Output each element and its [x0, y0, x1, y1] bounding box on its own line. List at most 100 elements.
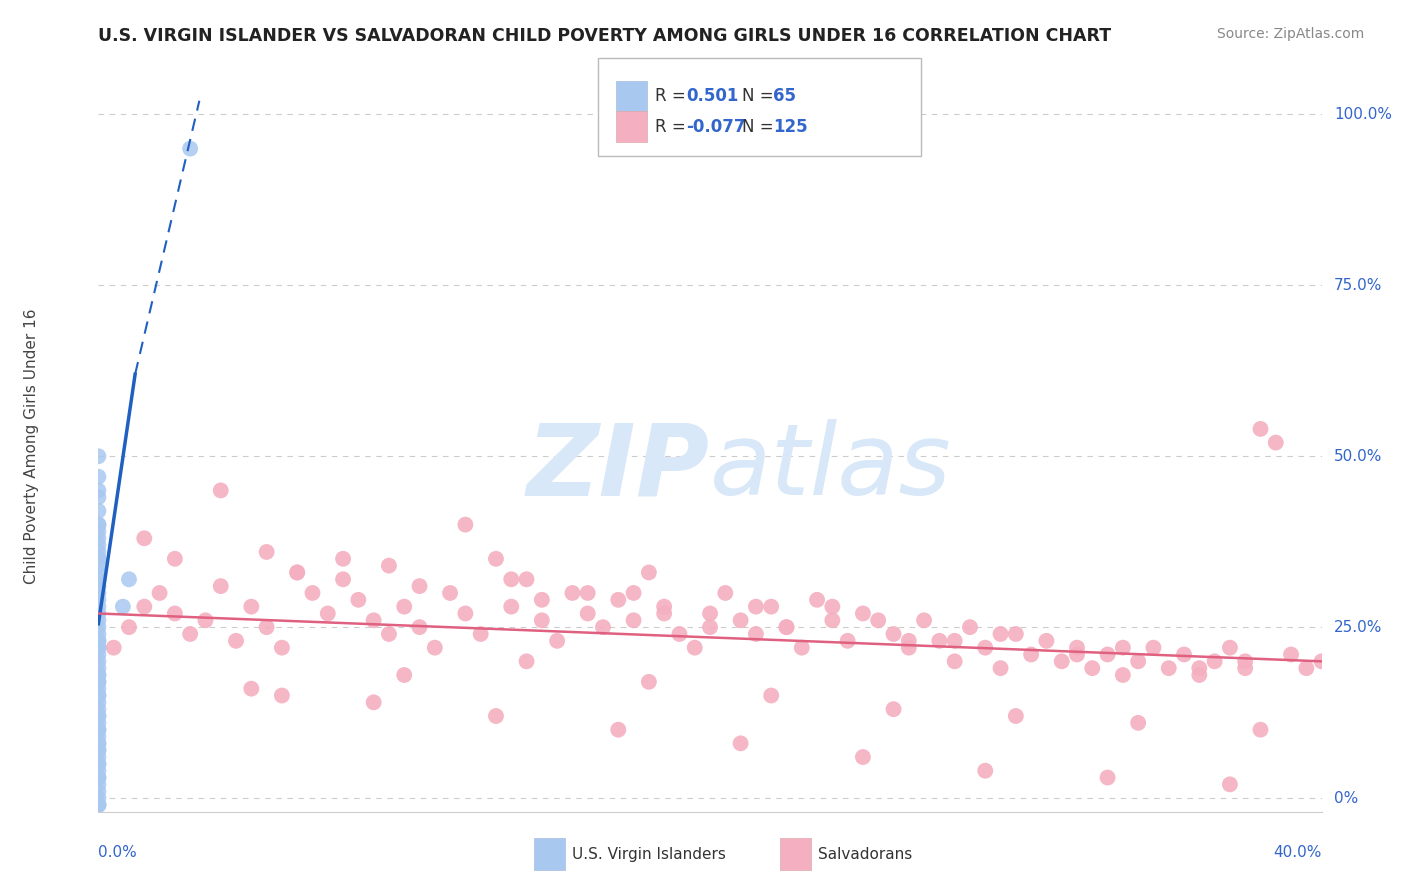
Text: U.S. VIRGIN ISLANDER VS SALVADORAN CHILD POVERTY AMONG GIRLS UNDER 16 CORRELATIO: U.S. VIRGIN ISLANDER VS SALVADORAN CHILD…: [98, 27, 1112, 45]
Point: [87, 640, 110, 655]
Point: [194, 613, 217, 627]
Point: [1249, 723, 1271, 737]
Point: [897, 633, 920, 648]
Point: [87, 490, 110, 504]
Point: [1066, 648, 1088, 662]
Point: [118, 620, 141, 634]
Text: Salvadorans: Salvadorans: [818, 847, 912, 862]
Point: [87, 607, 110, 621]
Point: [87, 579, 110, 593]
Text: 0.501: 0.501: [686, 87, 738, 105]
Point: [928, 633, 950, 648]
Point: [87, 572, 110, 586]
Point: [301, 586, 323, 600]
Point: [225, 633, 247, 648]
Point: [363, 695, 385, 709]
Point: [87, 797, 110, 812]
Point: [1295, 661, 1317, 675]
Point: [607, 592, 630, 607]
Point: [87, 613, 110, 627]
Point: [87, 517, 110, 532]
Text: Source: ZipAtlas.com: Source: ZipAtlas.com: [1216, 27, 1364, 41]
Point: [897, 640, 920, 655]
Point: [87, 483, 110, 498]
Point: [87, 709, 110, 723]
Point: [1112, 668, 1135, 682]
Text: ZIP: ZIP: [527, 419, 710, 516]
Point: [87, 723, 110, 737]
Point: [87, 504, 110, 518]
Point: [87, 449, 110, 463]
Point: [668, 627, 690, 641]
Point: [623, 586, 645, 600]
Point: [759, 599, 782, 614]
Point: [87, 668, 110, 682]
Point: [1081, 661, 1104, 675]
Point: [1173, 648, 1195, 662]
Point: [87, 648, 110, 662]
Point: [118, 572, 141, 586]
Point: [285, 566, 308, 580]
Point: [87, 723, 110, 737]
Point: [87, 633, 110, 648]
Point: [883, 702, 905, 716]
Point: [576, 607, 599, 621]
Point: [1279, 648, 1302, 662]
Point: [87, 517, 110, 532]
Point: [408, 579, 430, 593]
Point: [883, 627, 905, 641]
Point: [87, 689, 110, 703]
Point: [852, 607, 875, 621]
Point: [837, 633, 859, 648]
Point: [699, 620, 721, 634]
Point: [561, 586, 583, 600]
Point: [87, 756, 110, 771]
Point: [912, 613, 935, 627]
Point: [730, 736, 752, 750]
Point: [990, 627, 1012, 641]
Point: [316, 607, 339, 621]
Point: [363, 613, 385, 627]
Point: [1004, 709, 1026, 723]
Point: [149, 586, 172, 600]
Text: 65: 65: [773, 87, 796, 105]
Point: [270, 689, 292, 703]
Point: [959, 620, 981, 634]
Point: [652, 607, 675, 621]
Point: [163, 607, 186, 621]
Point: [87, 633, 110, 648]
Point: [1004, 627, 1026, 641]
Point: [454, 517, 477, 532]
Point: [745, 599, 768, 614]
Point: [87, 551, 110, 566]
Point: [134, 531, 156, 545]
Point: [87, 674, 110, 689]
Point: [240, 681, 263, 696]
Point: [730, 613, 752, 627]
Point: [87, 668, 110, 682]
Point: [1188, 668, 1211, 682]
Point: [1234, 654, 1257, 668]
Point: [1066, 640, 1088, 655]
Point: [87, 469, 110, 483]
Point: [530, 613, 553, 627]
Point: [516, 572, 538, 586]
Text: 75.0%: 75.0%: [1334, 277, 1382, 293]
Point: [87, 640, 110, 655]
Point: [775, 620, 797, 634]
Point: [1142, 640, 1164, 655]
Point: [392, 668, 416, 682]
Text: R =: R =: [655, 87, 692, 105]
Point: [163, 551, 186, 566]
Point: [87, 661, 110, 675]
Point: [683, 640, 706, 655]
Point: [87, 743, 110, 757]
Point: [87, 771, 110, 785]
Point: [990, 661, 1012, 675]
Point: [256, 545, 278, 559]
Point: [714, 586, 737, 600]
Point: [87, 702, 110, 716]
Point: [87, 538, 110, 552]
Point: [87, 715, 110, 730]
Point: [87, 531, 110, 545]
